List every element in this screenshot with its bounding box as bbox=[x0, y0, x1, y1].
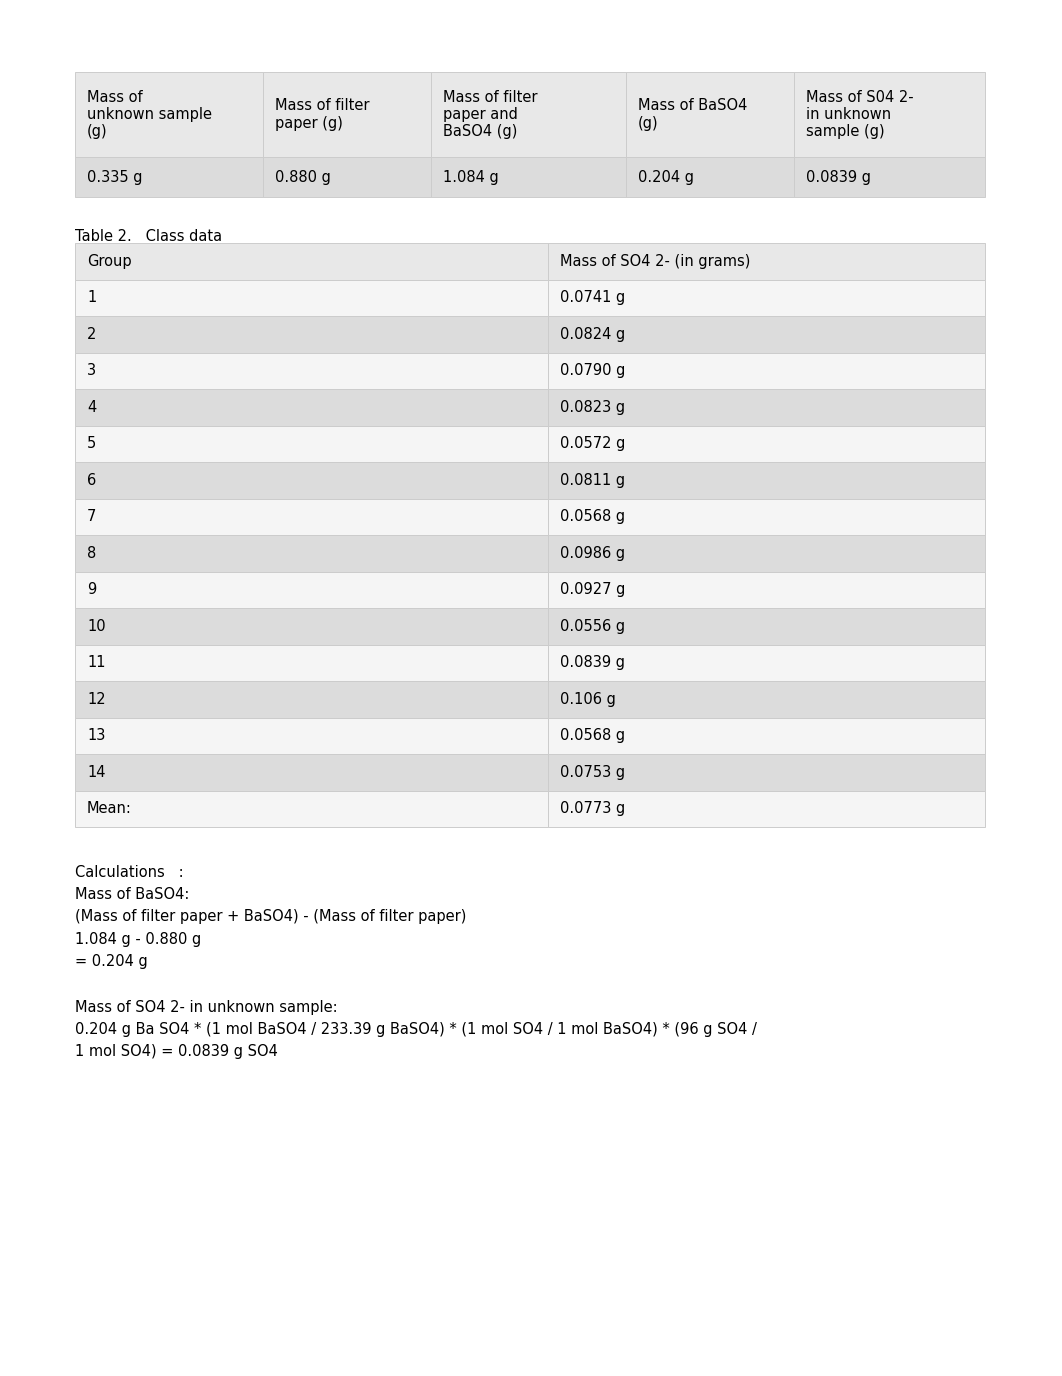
FancyBboxPatch shape bbox=[548, 425, 984, 462]
Text: 0.0568 g: 0.0568 g bbox=[560, 728, 626, 743]
FancyBboxPatch shape bbox=[431, 157, 626, 197]
FancyBboxPatch shape bbox=[548, 644, 984, 681]
FancyBboxPatch shape bbox=[75, 571, 548, 608]
FancyBboxPatch shape bbox=[75, 279, 548, 316]
FancyBboxPatch shape bbox=[75, 754, 548, 790]
FancyBboxPatch shape bbox=[262, 157, 431, 197]
FancyBboxPatch shape bbox=[75, 244, 548, 279]
FancyBboxPatch shape bbox=[548, 754, 984, 790]
Text: 0.0824 g: 0.0824 g bbox=[560, 326, 626, 341]
Text: 0.0572 g: 0.0572 g bbox=[560, 436, 626, 451]
FancyBboxPatch shape bbox=[548, 790, 984, 827]
FancyBboxPatch shape bbox=[548, 571, 984, 608]
Text: 0.0986 g: 0.0986 g bbox=[560, 546, 626, 561]
FancyBboxPatch shape bbox=[262, 72, 431, 157]
Text: 0.0556 g: 0.0556 g bbox=[560, 619, 626, 634]
FancyBboxPatch shape bbox=[75, 425, 548, 462]
Text: Mass of
unknown sample
(g): Mass of unknown sample (g) bbox=[87, 89, 212, 139]
Text: 0.204 g: 0.204 g bbox=[637, 169, 693, 184]
Text: Mean:: Mean: bbox=[87, 801, 132, 816]
Text: 9: 9 bbox=[87, 582, 97, 597]
Text: 1: 1 bbox=[87, 290, 97, 305]
Text: 11: 11 bbox=[87, 655, 105, 670]
Text: 0.0773 g: 0.0773 g bbox=[560, 801, 626, 816]
Text: Calculations   :
Mass of BaSO4:
(Mass of filter paper + BaSO4) - (Mass of filter: Calculations : Mass of BaSO4: (Mass of f… bbox=[75, 866, 466, 969]
Text: 0.335 g: 0.335 g bbox=[87, 169, 142, 184]
Text: Group: Group bbox=[87, 253, 132, 268]
Text: 0.106 g: 0.106 g bbox=[560, 692, 616, 707]
Text: 0.0790 g: 0.0790 g bbox=[560, 363, 626, 378]
FancyBboxPatch shape bbox=[75, 72, 262, 157]
Text: 2: 2 bbox=[87, 326, 97, 341]
FancyBboxPatch shape bbox=[548, 316, 984, 352]
Text: 0.0741 g: 0.0741 g bbox=[560, 290, 626, 305]
FancyBboxPatch shape bbox=[548, 535, 984, 571]
FancyBboxPatch shape bbox=[431, 72, 626, 157]
FancyBboxPatch shape bbox=[548, 608, 984, 644]
FancyBboxPatch shape bbox=[75, 462, 548, 498]
FancyBboxPatch shape bbox=[75, 389, 548, 425]
Text: 0.0927 g: 0.0927 g bbox=[560, 582, 626, 597]
FancyBboxPatch shape bbox=[793, 72, 984, 157]
Text: 10: 10 bbox=[87, 619, 105, 634]
Text: 0.0839 g: 0.0839 g bbox=[560, 655, 626, 670]
FancyBboxPatch shape bbox=[548, 462, 984, 498]
FancyBboxPatch shape bbox=[75, 352, 548, 389]
FancyBboxPatch shape bbox=[75, 644, 548, 681]
Text: 0.0811 g: 0.0811 g bbox=[560, 473, 626, 487]
FancyBboxPatch shape bbox=[75, 157, 262, 197]
Text: 0.0823 g: 0.0823 g bbox=[560, 400, 626, 414]
Text: 12: 12 bbox=[87, 692, 105, 707]
FancyBboxPatch shape bbox=[548, 352, 984, 389]
Text: 6: 6 bbox=[87, 473, 97, 487]
FancyBboxPatch shape bbox=[75, 608, 548, 644]
Text: Mass of filter
paper and
BaSO4 (g): Mass of filter paper and BaSO4 (g) bbox=[443, 89, 537, 139]
Text: 0.0839 g: 0.0839 g bbox=[806, 169, 871, 184]
FancyBboxPatch shape bbox=[793, 157, 984, 197]
Text: Mass of S04 2-
in unknown
sample (g): Mass of S04 2- in unknown sample (g) bbox=[806, 89, 913, 139]
FancyBboxPatch shape bbox=[548, 498, 984, 535]
Text: 5: 5 bbox=[87, 436, 97, 451]
FancyBboxPatch shape bbox=[548, 279, 984, 316]
FancyBboxPatch shape bbox=[548, 681, 984, 717]
FancyBboxPatch shape bbox=[75, 790, 548, 827]
Text: Mass of BaSO4
(g): Mass of BaSO4 (g) bbox=[637, 98, 747, 131]
Text: 0.880 g: 0.880 g bbox=[275, 169, 330, 184]
Text: 14: 14 bbox=[87, 765, 105, 780]
Text: 3: 3 bbox=[87, 363, 97, 378]
Text: Mass of filter
paper (g): Mass of filter paper (g) bbox=[275, 98, 370, 131]
FancyBboxPatch shape bbox=[75, 316, 548, 352]
Text: Mass of SO4 2- in unknown sample:
0.204 g Ba SO4 * (1 mol BaSO4 / 233.39 g BaSO4: Mass of SO4 2- in unknown sample: 0.204 … bbox=[75, 1000, 757, 1060]
FancyBboxPatch shape bbox=[548, 389, 984, 425]
FancyBboxPatch shape bbox=[548, 717, 984, 754]
FancyBboxPatch shape bbox=[75, 498, 548, 535]
Text: Table 2.   Class data: Table 2. Class data bbox=[75, 228, 222, 244]
Text: 8: 8 bbox=[87, 546, 97, 561]
Text: 4: 4 bbox=[87, 400, 97, 414]
FancyBboxPatch shape bbox=[75, 717, 548, 754]
Text: Mass of SO4 2- (in grams): Mass of SO4 2- (in grams) bbox=[560, 253, 751, 268]
Text: 0.0753 g: 0.0753 g bbox=[560, 765, 626, 780]
FancyBboxPatch shape bbox=[75, 535, 548, 571]
FancyBboxPatch shape bbox=[626, 157, 793, 197]
Text: 1.084 g: 1.084 g bbox=[443, 169, 499, 184]
FancyBboxPatch shape bbox=[75, 681, 548, 717]
Text: 0.0568 g: 0.0568 g bbox=[560, 509, 626, 524]
FancyBboxPatch shape bbox=[548, 244, 984, 279]
FancyBboxPatch shape bbox=[626, 72, 793, 157]
Text: 13: 13 bbox=[87, 728, 105, 743]
Text: 7: 7 bbox=[87, 509, 97, 524]
